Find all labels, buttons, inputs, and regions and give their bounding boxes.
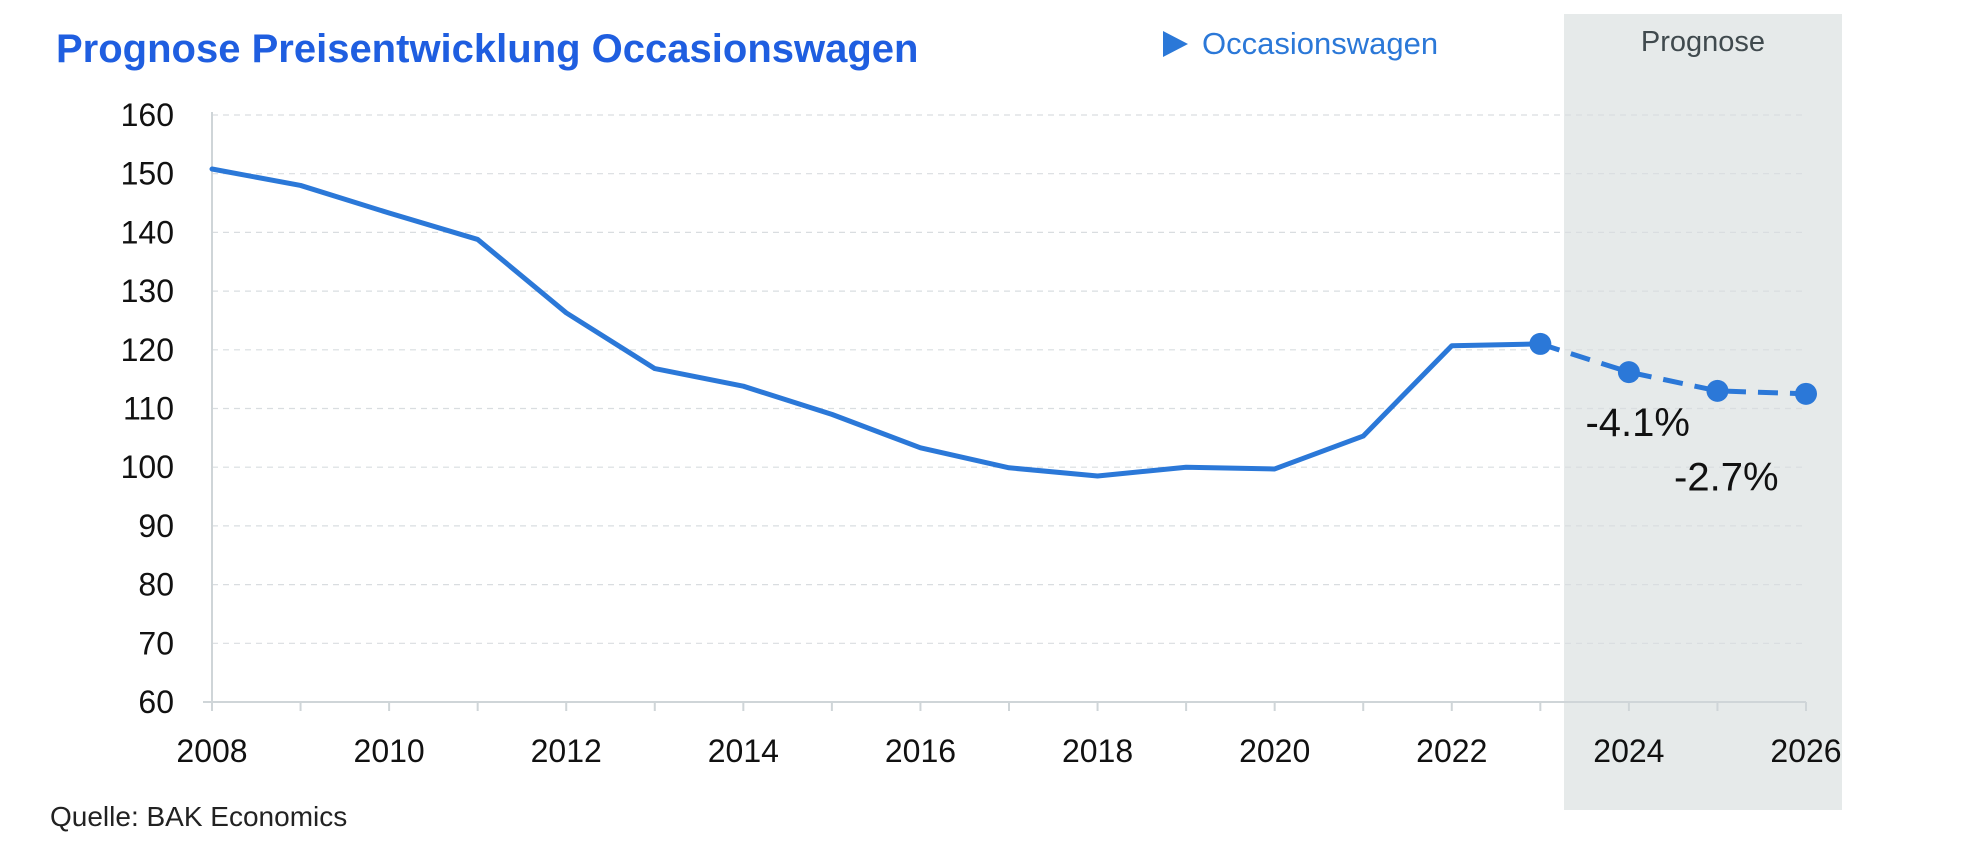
axes bbox=[203, 112, 1807, 711]
x-tick-label: 2016 bbox=[885, 733, 956, 769]
x-tick-label: 2022 bbox=[1416, 733, 1487, 769]
series-line-historical bbox=[209, 166, 1543, 479]
y-tick-label: 150 bbox=[121, 156, 174, 192]
y-tick-label: 160 bbox=[121, 97, 174, 133]
x-tick-label: 2024 bbox=[1593, 733, 1664, 769]
x-tick-label: 2012 bbox=[531, 733, 602, 769]
y-tick-label: 100 bbox=[121, 449, 174, 485]
legend-triangle-icon bbox=[1163, 31, 1188, 57]
x-tick-label: 2014 bbox=[708, 733, 779, 769]
forecast-point bbox=[1529, 332, 1552, 355]
x-tick-label: 2008 bbox=[176, 733, 247, 769]
y-tick-label: 80 bbox=[138, 567, 174, 603]
annotations: -4.1% -2.7% bbox=[1585, 401, 1778, 500]
y-tick-label: 140 bbox=[121, 214, 174, 250]
forecast-band-label: Prognose bbox=[1641, 26, 1765, 58]
series-layer bbox=[209, 166, 1817, 479]
change-annotation: -2.7% bbox=[1674, 456, 1779, 500]
change-annotation: -4.1% bbox=[1585, 401, 1690, 445]
legend: Occasionswagen bbox=[1163, 26, 1438, 61]
forecast-band bbox=[1564, 14, 1842, 810]
forecast-point bbox=[1795, 382, 1817, 405]
y-tick-label: 130 bbox=[121, 273, 174, 309]
x-tick-label: 2018 bbox=[1062, 733, 1133, 769]
source-note: Quelle: BAK Economics bbox=[50, 801, 347, 832]
x-tick-label: 2026 bbox=[1770, 733, 1841, 769]
forecast-point bbox=[1706, 379, 1729, 402]
forecast-point bbox=[1617, 361, 1640, 384]
y-tick-label: 70 bbox=[138, 625, 174, 661]
y-tick-label: 60 bbox=[138, 684, 174, 720]
x-tick-label: 2020 bbox=[1239, 733, 1310, 769]
y-tick-label: 120 bbox=[121, 332, 174, 368]
x-tick-label: 2010 bbox=[354, 733, 425, 769]
tick-labels: 60 70 80 90 100 110 120 130 140 150 160 2008 2010 201… bbox=[121, 97, 1842, 769]
y-tick-label: 90 bbox=[138, 508, 174, 544]
chart-title: Prognose Preisentwicklung Occasionswagen bbox=[56, 27, 918, 71]
legend-label: Occasionswagen bbox=[1202, 26, 1438, 61]
series-line-forecast bbox=[1539, 341, 1807, 397]
y-tick-label: 110 bbox=[123, 391, 174, 427]
